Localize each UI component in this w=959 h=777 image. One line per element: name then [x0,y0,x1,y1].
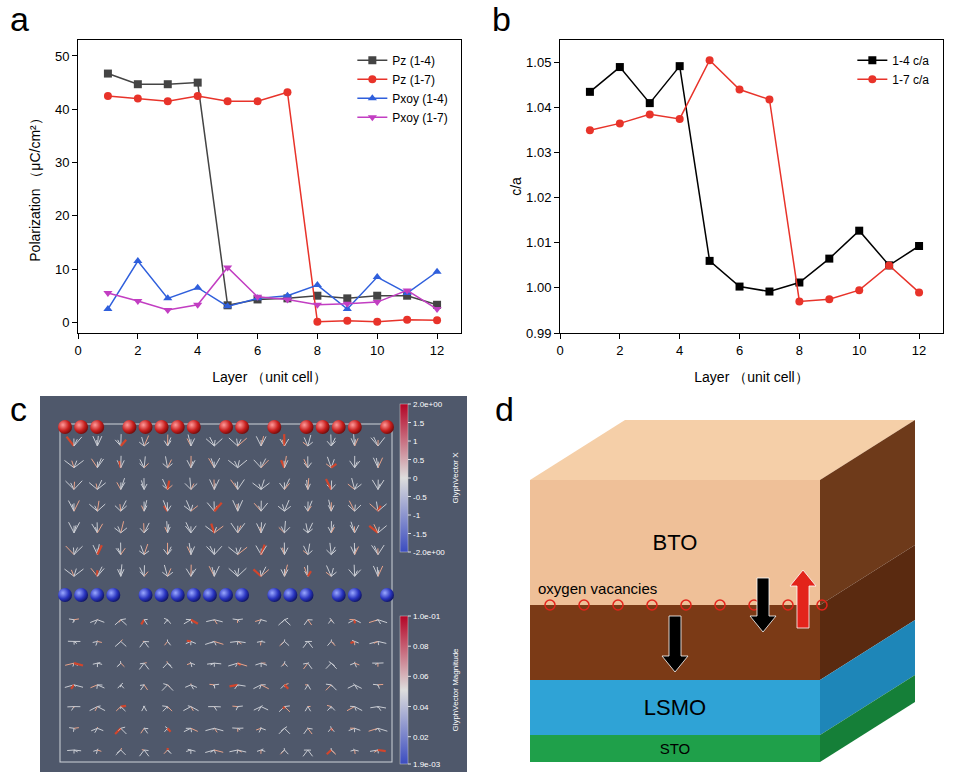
svg-text:Layer （unit cell）: Layer （unit cell） [212,369,326,385]
svg-text:6: 6 [254,343,261,358]
svg-text:50: 50 [55,49,69,64]
svg-text:1.00: 1.00 [526,280,551,295]
svg-text:0.02: 0.02 [413,733,429,742]
svg-text:0: 0 [556,343,563,358]
svg-text:10: 10 [55,262,69,277]
svg-text:Pxoy (1-4): Pxoy (1-4) [392,92,447,106]
svg-text:Pxoy (1-7): Pxoy (1-7) [392,111,447,125]
svg-text:oxygen vacancies: oxygen vacancies [538,580,657,597]
svg-text:1: 1 [413,437,418,446]
svg-text:LSMO: LSMO [644,695,706,720]
svg-text:Polarization （μC/cm²）: Polarization （μC/cm²） [27,111,43,261]
svg-text:0.08: 0.08 [413,642,429,651]
html-text:c: c [10,390,27,428]
svg-text:0.5: 0.5 [413,456,425,465]
svg-text:8: 8 [314,343,321,358]
svg-text:8: 8 [796,343,803,358]
svg-text:1.9e-03: 1.9e-03 [413,760,441,769]
svg-text:-1: -1 [413,511,421,520]
svg-text:0.04: 0.04 [413,703,429,712]
svg-text:2: 2 [134,343,141,358]
svg-text:BTO: BTO [653,530,698,555]
svg-text:0: 0 [74,343,81,358]
svg-text:4: 4 [194,343,201,358]
svg-text:0.06: 0.06 [413,672,429,681]
svg-text:-0.5: -0.5 [413,493,427,502]
svg-text:10: 10 [852,343,866,358]
svg-text:Pz (1-7): Pz (1-7) [392,73,435,87]
svg-text:1.04: 1.04 [526,100,551,115]
svg-text:1-7 c/a: 1-7 c/a [892,73,929,87]
svg-text:1.02: 1.02 [526,190,551,205]
svg-text:1.01: 1.01 [526,235,551,250]
svg-text:c/a: c/a [508,177,524,196]
html-text:a: a [10,0,29,38]
svg-text:12: 12 [912,343,926,358]
svg-text:STO: STO [660,740,691,757]
svg-text:-2.0e+00: -2.0e+00 [413,548,445,557]
svg-text:1.0e-01: 1.0e-01 [413,612,441,621]
svg-text:1-4 c/a: 1-4 c/a [892,54,929,68]
svg-text:0: 0 [62,315,69,330]
svg-text:2: 2 [616,343,623,358]
svg-text:0.99: 0.99 [526,326,551,341]
svg-text:0: 0 [413,474,418,483]
svg-text:30: 30 [55,155,69,170]
svg-text:Layer （unit cell）: Layer （unit cell） [694,369,808,385]
svg-text:4: 4 [676,343,683,358]
svg-text:Pz (1-4): Pz (1-4) [392,54,435,68]
svg-text:-1.5: -1.5 [413,530,427,539]
svg-text:6: 6 [736,343,743,358]
svg-text:1.03: 1.03 [526,145,551,160]
svg-text:GlyphVector Magnitude: GlyphVector Magnitude [451,648,460,732]
svg-text:20: 20 [55,208,69,223]
svg-text:12: 12 [430,343,444,358]
svg-text:1.05: 1.05 [526,55,551,70]
svg-text:1.5: 1.5 [413,419,425,428]
svg-text:40: 40 [55,102,69,117]
html-text:b: b [492,0,511,38]
svg-text:2.0e+00: 2.0e+00 [413,400,443,409]
svg-text:GlyphVector X: GlyphVector X [451,452,460,504]
svg-text:10: 10 [370,343,384,358]
html-text:d: d [495,390,514,428]
